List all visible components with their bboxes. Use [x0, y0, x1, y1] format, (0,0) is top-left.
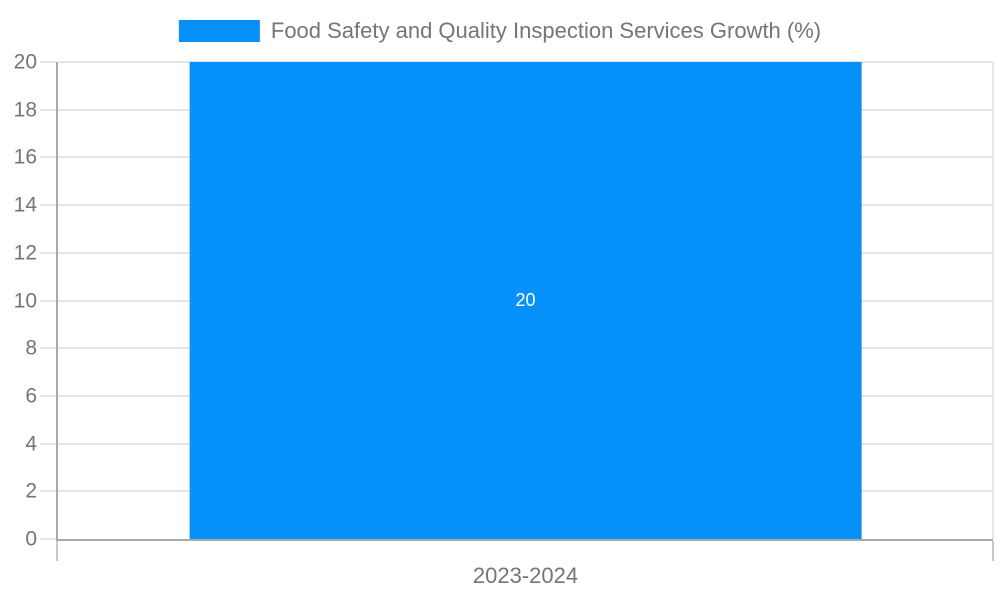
legend-color-swatch — [178, 20, 260, 42]
bar-value-label: 20 — [515, 290, 536, 310]
y-axis-label-12: 12 — [13, 241, 37, 265]
y-axis-tick-14 — [40, 204, 56, 207]
y-axis-label-4: 4 — [25, 432, 37, 456]
y-axis-label-6: 6 — [25, 384, 37, 408]
x-axis-tick-right — [992, 541, 994, 561]
chart-legend[interactable]: Food Safety and Quality Inspection Servi… — [178, 18, 822, 44]
y-axis-label-18: 18 — [13, 98, 37, 122]
y-axis-tick-10 — [40, 299, 56, 302]
y-axis-label-10: 10 — [13, 289, 37, 312]
y-axis-label-14: 14 — [13, 193, 37, 217]
y-axis-tick-4 — [40, 442, 56, 445]
y-axis-tick-6 — [40, 394, 56, 397]
y-axis-tick-2 — [40, 490, 56, 493]
y-axis-tick-18 — [40, 108, 56, 111]
y-axis-label-20: 20 — [13, 50, 37, 74]
y-axis-tick-8 — [40, 347, 56, 350]
legend-label: Food Safety and Quality Inspection Servi… — [270, 18, 822, 43]
y-axis-line — [56, 62, 58, 539]
x-axis-tick-left — [56, 541, 58, 561]
right-boundary-gridline — [992, 62, 994, 539]
y-axis-tick-16 — [40, 156, 56, 159]
x-axis-line — [56, 539, 993, 541]
y-axis-tick-0 — [40, 538, 56, 540]
plot-area: 20 2023-2024 0 2 4 6 8 10 12 14 16 18 20 — [14, 52, 994, 588]
y-axis-label-8: 8 — [25, 336, 37, 360]
y-axis-tick-12 — [40, 251, 56, 254]
bar-2023-2024[interactable]: 20 — [189, 62, 862, 539]
y-axis-label-16: 16 — [13, 145, 37, 169]
y-axis-label-2: 2 — [25, 479, 37, 503]
y-axis-tick-20 — [40, 61, 56, 63]
x-axis-category-label: 2023-2024 — [472, 563, 579, 588]
y-axis-label-0: 0 — [25, 527, 37, 551]
